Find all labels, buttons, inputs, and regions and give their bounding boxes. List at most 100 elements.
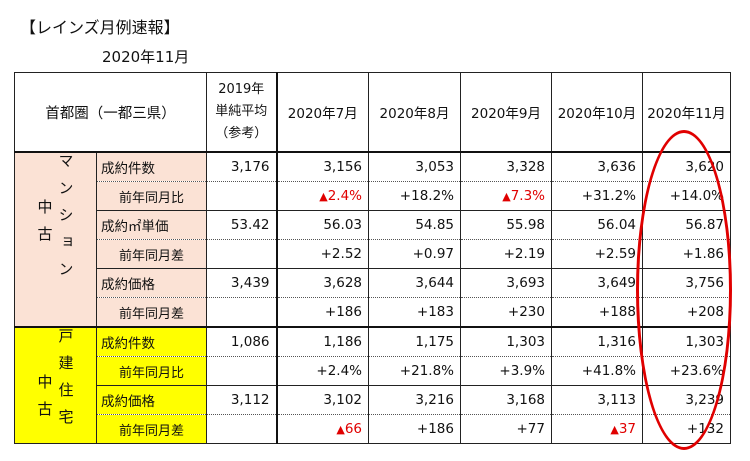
value-cell: +230 [460, 297, 552, 328]
table-row: 前年同月差 ▲66 +186 +77 ▲37 +132 [15, 414, 731, 444]
value-text: 3,328 [506, 159, 545, 175]
row-label: 成約価格 [96, 385, 207, 415]
value-text: 1,303 [506, 334, 545, 350]
value-cell: 3,216 [368, 385, 461, 415]
avg-cell [206, 239, 277, 269]
value-text: 7.3% [510, 188, 545, 204]
avg-cell [206, 297, 277, 328]
month-header: 2020年8月 [368, 72, 461, 153]
value-cell: +0.97 [368, 239, 461, 269]
value-text: +18.2% [399, 188, 454, 204]
value-cell: +208 [642, 297, 731, 328]
table-row: 戸建住宅 中古 成約件数 1,086 1,186 1,175 1,303 1,316 1,303 [14, 326, 731, 444]
value-text: +186 [324, 304, 362, 320]
value-text: 3,113 [597, 392, 636, 408]
value-text: +14.0% [669, 188, 724, 204]
table-row: 前年同月比 +2.4% +21.8% +3.9% +41.8% +23.6% [15, 356, 731, 386]
value-cell: 54.85 [368, 210, 461, 240]
value-cell: +3.9% [460, 356, 552, 386]
value-cell: +18.2% [368, 181, 461, 211]
value-text: +2.59 [594, 246, 636, 262]
value-text: 3,216 [415, 392, 454, 408]
value-text: +31.2% [581, 188, 636, 204]
value-cell: 3,636 [551, 151, 643, 182]
value-text: 3,636 [597, 159, 636, 175]
value-cell: +41.8% [551, 356, 643, 386]
avg-cell: 3,439 [206, 268, 277, 298]
avg-header-line3: （参考） [215, 126, 268, 141]
value-text: 3,239 [685, 392, 724, 408]
mansion-side-left: マンション [56, 153, 75, 288]
value-text: 56.03 [323, 217, 362, 233]
value-text: +186 [416, 421, 454, 437]
value-cell: 3,693 [460, 268, 552, 298]
month-header: 2020年11月 [642, 72, 731, 153]
value-cell: 3,053 [368, 151, 461, 182]
value-cell: +1.86 [642, 239, 731, 269]
value-text: 3,649 [597, 275, 636, 291]
value-text: 1,316 [597, 334, 636, 350]
mansion-side-label: マンション 中古 [14, 151, 97, 328]
value-cell: 1,303 [642, 326, 731, 357]
value-text: +41.8% [581, 363, 636, 379]
value-cell: 1,316 [551, 326, 643, 357]
value-cell: +186 [275, 297, 369, 328]
value-text: 3,620 [685, 159, 724, 175]
value-cell: 3,102 [275, 385, 369, 415]
value-text: 66 [344, 421, 362, 437]
triangle-up-icon: ▲ [502, 190, 511, 203]
avg-cell [206, 414, 277, 444]
value-text: 54.85 [415, 217, 454, 233]
header-row: 首都圏（一都三県） 2019年 単純平均 （参考） 2020年7月 2020年8… [14, 72, 731, 153]
value-cell: +2.52 [275, 239, 369, 269]
value-cell: +77 [460, 414, 552, 444]
value-text: +2.52 [320, 246, 362, 262]
value-cell: 3,620 [642, 151, 731, 182]
avg-cell: 3,112 [206, 385, 277, 415]
value-text: 37 [618, 421, 636, 437]
value-text: 3,102 [323, 392, 362, 408]
report-title: 【レインズ月例速報】 [20, 18, 180, 37]
value-text: +2.4% [316, 363, 362, 379]
month-header: 2020年9月 [460, 72, 552, 153]
triangle-up-icon: ▲ [610, 423, 619, 436]
month-header: 2020年7月 [275, 72, 369, 153]
value-text: +0.97 [412, 246, 454, 262]
value-text: +188 [598, 304, 636, 320]
value-text: +23.6% [669, 363, 724, 379]
value-text: +3.9% [499, 363, 545, 379]
value-cell: 56.04 [551, 210, 643, 240]
house-side-label: 戸建住宅 中古 [14, 326, 97, 444]
table-row: 前年同月差 +2.52 +0.97 +2.19 +2.59 +1.86 [15, 239, 731, 269]
value-text: +208 [686, 304, 724, 320]
value-cell: 3,644 [368, 268, 461, 298]
value-cell: 55.98 [460, 210, 552, 240]
value-text: 3,628 [323, 275, 362, 291]
triangle-up-icon: ▲ [319, 190, 328, 203]
value-cell: 3,649 [551, 268, 643, 298]
value-cell: 3,756 [642, 268, 731, 298]
house-section: 戸建住宅 中古 成約件数 1,086 1,186 1,175 1,303 1,316 1,303… [14, 326, 731, 444]
value-text: 1,175 [415, 334, 454, 350]
value-cell: ▲7.3% [460, 181, 552, 211]
value-cell: 1,303 [460, 326, 552, 357]
avg-cell [206, 181, 277, 211]
value-text: 3,693 [506, 275, 545, 291]
value-cell: 3,156 [275, 151, 369, 182]
value-cell: 3,328 [460, 151, 552, 182]
row-label: 成約㎡単価 [96, 210, 207, 240]
value-text: +1.86 [682, 246, 724, 262]
value-text: 3,053 [415, 159, 454, 175]
value-cell: 56.03 [275, 210, 369, 240]
value-cell: +14.0% [642, 181, 731, 211]
value-cell: ▲66 [275, 414, 369, 444]
value-cell: +23.6% [642, 356, 731, 386]
value-cell: 1,175 [368, 326, 461, 357]
value-cell: 3,113 [551, 385, 643, 415]
value-text: 1,303 [685, 334, 724, 350]
region-header: 首都圏（一都三県） [14, 72, 207, 153]
value-text: 55.98 [506, 217, 545, 233]
value-cell: 56.87 [642, 210, 731, 240]
value-text: 1,186 [323, 334, 362, 350]
avg-header: 2019年 単純平均 （参考） [206, 72, 277, 153]
